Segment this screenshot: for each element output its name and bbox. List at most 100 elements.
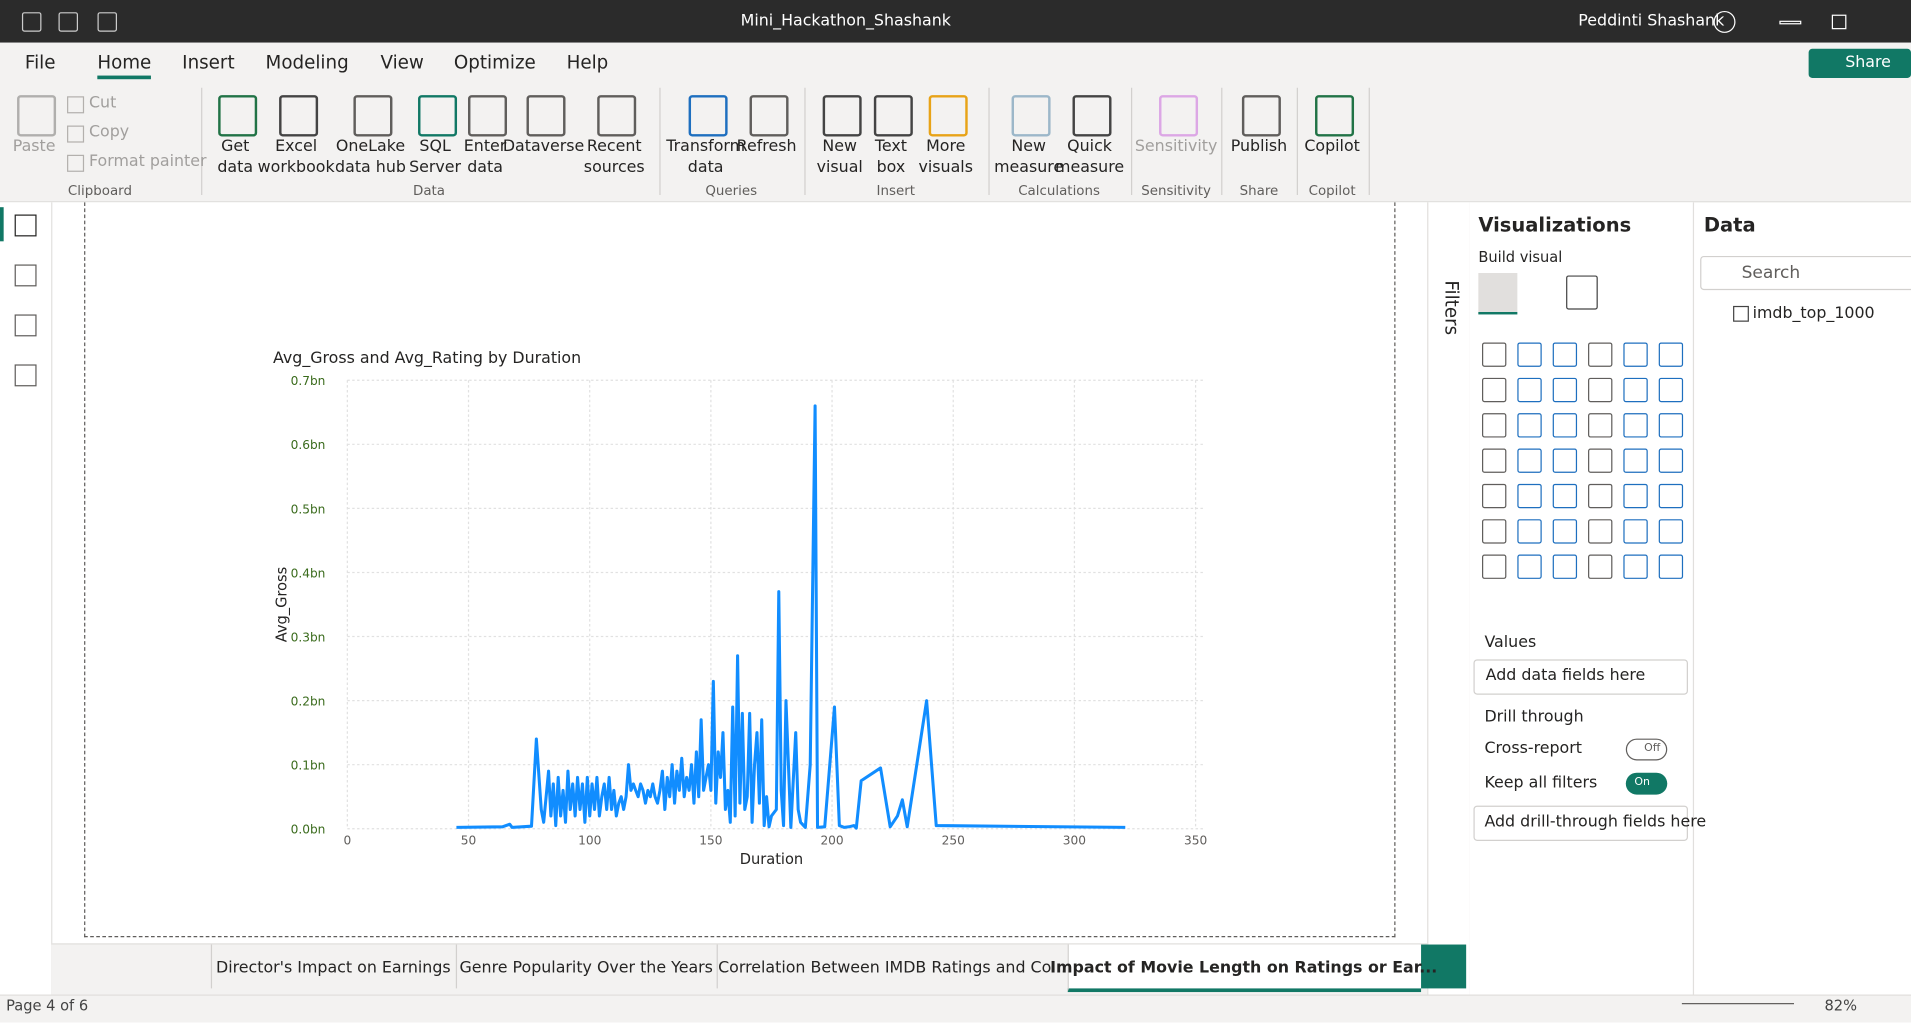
button-icon[interactable]: [67, 154, 85, 172]
visual-icon[interactable]: [1658, 413, 1684, 438]
toolbar-icon[interactable]: [58, 12, 78, 32]
button-icon[interactable]: [279, 95, 319, 137]
ribbon-button[interactable]: data: [217, 158, 254, 177]
ribbon-button[interactable]: Cut: [88, 93, 117, 113]
format-tab[interactable]: [1566, 275, 1598, 310]
ribbon-button[interactable]: Excel: [275, 137, 318, 156]
ribbon-button[interactable]: Enter: [463, 137, 507, 156]
button-icon[interactable]: [67, 125, 85, 143]
share-button[interactable]: [1808, 48, 1911, 78]
page-tab[interactable]: [455, 944, 718, 989]
visual-icon[interactable]: [1482, 519, 1507, 544]
visual-icon[interactable]: [1623, 413, 1648, 438]
visual-icon[interactable]: [1552, 413, 1578, 438]
visual-icon[interactable]: [1517, 519, 1542, 544]
visual-icon[interactable]: [1552, 342, 1578, 367]
visual-icon[interactable]: [1658, 519, 1684, 544]
visual-icon[interactable]: [1482, 483, 1507, 509]
ribbon-button[interactable]: Sensitivity: [1134, 137, 1218, 156]
zoom-slider[interactable]: [1681, 1003, 1794, 1005]
page-tab[interactable]: [716, 944, 1069, 989]
button-icon[interactable]: [1011, 95, 1051, 137]
visual-icon[interactable]: [1482, 554, 1507, 579]
ribbon-button[interactable]: visual: [816, 158, 863, 177]
add-page-button[interactable]: [1419, 944, 1467, 989]
menu-tab[interactable]: Help: [566, 51, 609, 74]
button-icon[interactable]: [873, 95, 913, 137]
visual-icon[interactable]: [1658, 483, 1684, 509]
ribbon-button[interactable]: OneLake: [335, 137, 406, 156]
visual-icon[interactable]: [1588, 483, 1613, 509]
visual-icon[interactable]: [1517, 483, 1542, 509]
menu-tab[interactable]: Insert: [182, 51, 235, 74]
ribbon-button[interactable]: Transform: [666, 137, 746, 156]
visual-icon[interactable]: [1552, 554, 1578, 579]
button-icon[interactable]: [688, 95, 728, 137]
ribbon-button[interactable]: Text: [874, 137, 907, 156]
filters-title[interactable]: Filters: [1440, 280, 1463, 336]
menu-tab[interactable]: Optimize: [453, 51, 536, 74]
ribbon-button[interactable]: data: [467, 158, 503, 177]
toggle[interactable]: [1625, 772, 1668, 795]
ribbon-button[interactable]: New: [1011, 137, 1046, 156]
ribbon-button[interactable]: Recent: [586, 137, 642, 156]
nav-icon[interactable]: [14, 214, 37, 237]
visual-icon[interactable]: [1552, 448, 1578, 473]
button-icon[interactable]: [468, 95, 507, 137]
search-placeholder[interactable]: Search: [1741, 263, 1801, 283]
search-box[interactable]: [1700, 255, 1911, 291]
ribbon-button[interactable]: More: [926, 137, 966, 156]
share-label[interactable]: Share: [1845, 53, 1891, 72]
button-icon[interactable]: [17, 95, 57, 137]
toggle[interactable]: [1625, 738, 1668, 761]
ribbon-button[interactable]: Quick: [1067, 137, 1112, 156]
visual-icon[interactable]: [1482, 377, 1507, 403]
visual-icon[interactable]: [1623, 342, 1648, 367]
page-tab-label[interactable]: Genre Popularity Over the Years: [459, 959, 713, 978]
button-icon[interactable]: [218, 95, 258, 137]
nav-icon[interactable]: [14, 314, 37, 337]
visual-icon[interactable]: [1517, 342, 1542, 367]
toolbar-icon[interactable]: [97, 12, 117, 32]
toolbar-icon[interactable]: [21, 12, 42, 32]
visual-icon[interactable]: [1623, 377, 1648, 403]
ribbon-button[interactable]: data hub: [335, 158, 406, 177]
visual-icon[interactable]: [1552, 519, 1578, 544]
visual-icon[interactable]: [1517, 554, 1542, 579]
window-icon[interactable]: [1713, 10, 1736, 33]
visual-icon[interactable]: [1552, 377, 1578, 403]
page-tab[interactable]: [210, 944, 457, 989]
menu-tab[interactable]: Home: [97, 53, 152, 80]
ribbon-button[interactable]: Copilot: [1304, 137, 1360, 156]
button-icon[interactable]: [526, 95, 566, 137]
visual-icon[interactable]: [1588, 377, 1613, 403]
visual-icon[interactable]: [1588, 519, 1613, 544]
visual-icon[interactable]: [1482, 448, 1507, 473]
visual-icon[interactable]: [1517, 413, 1542, 438]
page-tab-label[interactable]: Correlation Between IMDB Ratings and Co.…: [718, 959, 1067, 978]
visual-icon[interactable]: [1482, 413, 1507, 438]
button-icon[interactable]: [597, 95, 637, 137]
button-icon[interactable]: [1241, 95, 1281, 137]
ribbon-button[interactable]: visuals: [918, 158, 973, 177]
menu-tab[interactable]: File: [24, 51, 56, 74]
visual-icon[interactable]: [1588, 554, 1613, 579]
build-tab[interactable]: [1478, 273, 1518, 315]
drop-well[interactable]: [1473, 659, 1688, 695]
maximize-icon[interactable]: [1831, 14, 1847, 30]
ribbon-button[interactable]: sources: [583, 158, 645, 177]
visual-icon[interactable]: [1623, 554, 1648, 579]
visual-icon[interactable]: [1658, 448, 1684, 473]
ribbon-button[interactable]: Dataverse: [502, 137, 585, 156]
ribbon-button[interactable]: measure: [1055, 158, 1125, 177]
ribbon-button[interactable]: Format painter: [88, 152, 207, 171]
button-icon[interactable]: [1159, 95, 1199, 137]
visual-icon[interactable]: [1482, 342, 1507, 367]
button-icon[interactable]: [353, 95, 393, 137]
visual-icon[interactable]: [1588, 413, 1613, 438]
ribbon-button[interactable]: Server: [409, 158, 462, 177]
ribbon-button[interactable]: measure: [994, 158, 1064, 177]
menu-tab[interactable]: View: [380, 51, 424, 74]
button-icon[interactable]: [822, 95, 862, 137]
drop-well[interactable]: [1473, 805, 1688, 841]
